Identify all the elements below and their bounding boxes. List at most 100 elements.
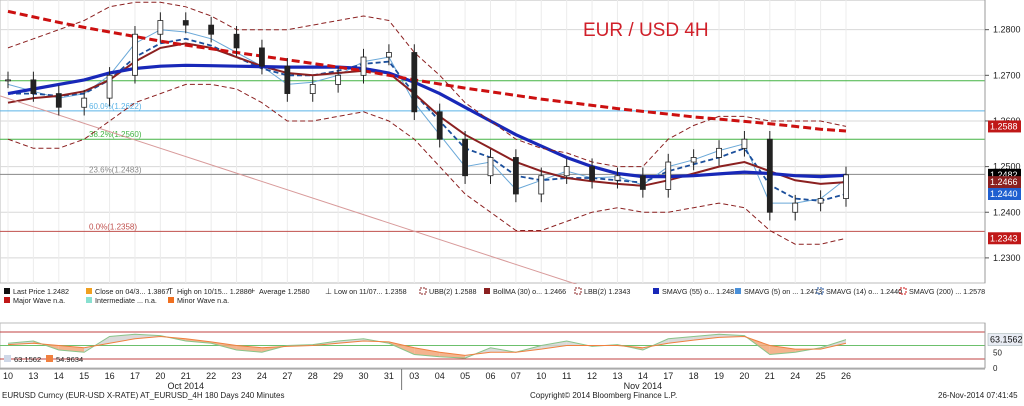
candle-body xyxy=(30,79,37,94)
y-tick-label: 1.2500 xyxy=(993,162,1021,172)
month-label: Oct 2014 xyxy=(167,381,204,391)
series-sma55-line xyxy=(7,63,847,179)
y-tick-label: 1.2800 xyxy=(993,25,1021,35)
oscillator-tag xyxy=(987,333,1023,346)
price-tag xyxy=(988,120,1021,133)
price-tag xyxy=(988,232,1021,245)
x-tick-label: 28 xyxy=(308,371,318,381)
candle-body xyxy=(462,138,468,177)
x-tick-label: 18 xyxy=(689,371,699,381)
oscillator-legend-marker xyxy=(4,355,11,362)
candle-body xyxy=(487,157,494,177)
x-tick-label: 31 xyxy=(384,371,394,381)
candle-body xyxy=(766,138,773,213)
trend-line xyxy=(0,95,641,306)
x-tick-label: 20 xyxy=(155,371,165,381)
oscillator-fill xyxy=(541,341,567,350)
fib-level-label: 60.0%(1.2622) xyxy=(89,102,142,111)
x-tick-label: 10 xyxy=(3,371,13,381)
x-tick-label: 05 xyxy=(460,371,470,381)
oscillator-fill xyxy=(109,334,135,344)
legend-marker xyxy=(484,288,490,294)
oscillator-fill xyxy=(769,345,796,355)
candle-body xyxy=(817,198,824,204)
x-tick-label: 13 xyxy=(612,371,622,381)
candle-body xyxy=(589,166,595,181)
price-tag-label: 1.2466 xyxy=(990,177,1018,187)
x-tick-label: 13 xyxy=(28,371,38,381)
legend-entry: Close on 04/3... 1.3867 xyxy=(95,287,169,296)
legend-entry: BollMA (30) o... 1.2466 xyxy=(493,287,566,296)
candle-body xyxy=(55,93,62,108)
candle-body xyxy=(309,84,316,94)
legend-marker xyxy=(653,288,659,294)
legend-marker xyxy=(86,297,92,303)
candle-body xyxy=(741,138,748,149)
candle-body xyxy=(411,52,418,113)
y-tick-label: 1.2300 xyxy=(993,253,1021,263)
y-tick-label: 1.2400 xyxy=(993,207,1021,217)
x-tick-label: 17 xyxy=(130,371,140,381)
legend-entry: Major Wave n.a. xyxy=(13,296,65,305)
candle-body xyxy=(512,157,519,195)
fib-level-label: 0.0%(1.2358) xyxy=(89,222,137,231)
legend-entry: High on 10/15... 1.2886 xyxy=(177,287,252,296)
x-tick-label: 24 xyxy=(257,371,267,381)
oscillator-line xyxy=(7,333,847,359)
candle-body xyxy=(335,74,342,85)
candle-body xyxy=(5,79,11,82)
legend-marker xyxy=(4,297,10,303)
candle-body xyxy=(81,97,88,108)
x-tick-label: 03 xyxy=(409,371,419,381)
oscillator-legend-entry: 63.1562 xyxy=(14,355,41,364)
x-tick-label: 19 xyxy=(714,371,724,381)
candle-body xyxy=(716,147,722,158)
legend-marker xyxy=(899,287,907,295)
x-tick-label: 23 xyxy=(232,371,242,381)
legend-marker xyxy=(4,288,10,294)
x-tick-label: 15 xyxy=(79,371,89,381)
x-tick-label: 26 xyxy=(841,371,851,381)
candle-body xyxy=(182,20,189,26)
price-tag-label: 1.2482 xyxy=(990,170,1018,180)
month-label: Nov 2014 xyxy=(624,381,663,391)
x-tick-label: 21 xyxy=(765,371,775,381)
x-tick-label: 24 xyxy=(790,371,800,381)
candle-body xyxy=(106,74,113,99)
legend-marker: + xyxy=(250,286,255,296)
x-tick-label: 27 xyxy=(282,371,292,381)
price-tag-label: 1.2343 xyxy=(990,233,1018,243)
oscillator-tick-label: 0 xyxy=(993,364,998,373)
candle-body xyxy=(538,175,545,195)
legend-entry: SMAVG (200) ... 1.2578 xyxy=(909,287,985,296)
x-tick-label: 21 xyxy=(181,371,191,381)
legend-entry: Low on 11/07... 1.2358 xyxy=(334,287,407,296)
oscillator-tag-label: 63.1562 xyxy=(990,335,1023,345)
series-lbb-line xyxy=(7,83,847,245)
x-tick-label: 06 xyxy=(485,371,495,381)
series-sma5-line xyxy=(7,29,847,204)
oscillator-fill xyxy=(414,347,440,357)
legend-entry: UBB(2) 1.2588 xyxy=(429,287,477,296)
x-tick-label: 30 xyxy=(359,371,369,381)
legend-entry: LBB(2) 1.2343 xyxy=(584,287,630,296)
footer-timestamp: 26-Nov-2014 07:41:45 xyxy=(938,391,1018,400)
oscillator-fill xyxy=(693,334,720,341)
x-tick-label: 10 xyxy=(536,371,546,381)
legend-marker xyxy=(574,287,582,295)
x-tick-label: 11 xyxy=(562,371,571,381)
fib-level-label: 38.2%(1.2560) xyxy=(89,130,142,139)
series-ubb-line xyxy=(7,1,847,168)
x-tick-label: 29 xyxy=(333,371,343,381)
candle-body xyxy=(563,166,570,177)
x-tick-label: 12 xyxy=(587,371,597,381)
candle-body xyxy=(157,20,164,35)
chart-title: EUR / USD 4H xyxy=(583,20,709,41)
x-tick-label: 22 xyxy=(206,371,216,381)
price-tag-label: 1.2440 xyxy=(990,189,1018,199)
x-tick-label: 17 xyxy=(663,371,673,381)
legend-marker xyxy=(735,288,741,294)
price-tag xyxy=(988,176,1021,189)
